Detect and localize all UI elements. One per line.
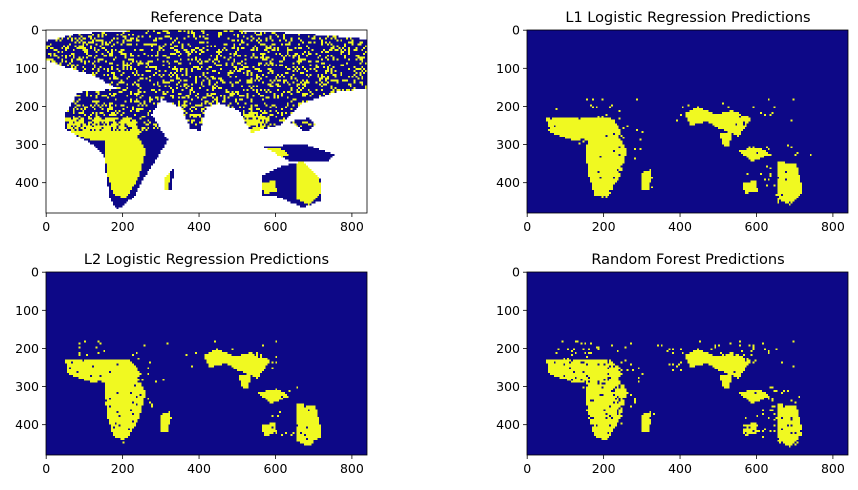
heatmap-raster bbox=[46, 272, 367, 455]
y-tick-label: 300 bbox=[15, 137, 39, 152]
axes-frame bbox=[526, 271, 849, 456]
heatmap-raster bbox=[527, 30, 848, 213]
axes-frame bbox=[45, 29, 368, 214]
subplot-title: Reference Data bbox=[150, 10, 262, 26]
axes: 0 200 400 600 800 0 100 200 300 400 bbox=[496, 265, 849, 476]
x-tick-label: 400 bbox=[668, 461, 692, 476]
x-tick-label: 400 bbox=[668, 219, 692, 234]
y-tick-label: 200 bbox=[496, 99, 520, 114]
axes: 0 200 400 600 800 0 100 200 300 400 bbox=[15, 265, 368, 476]
x-tick-label: 600 bbox=[264, 461, 288, 476]
axes-frame bbox=[526, 29, 849, 214]
y-tick-label: 0 bbox=[31, 23, 39, 38]
x-tick-label: 200 bbox=[111, 219, 135, 234]
y-tick-label: 200 bbox=[15, 341, 39, 356]
subplot-title: L2 Logistic Regression Predictions bbox=[84, 252, 329, 268]
x-tick-label: 800 bbox=[340, 461, 364, 476]
y-tick-label: 300 bbox=[496, 137, 520, 152]
y-tick-label: 300 bbox=[15, 379, 39, 394]
y-tick-label: 400 bbox=[15, 417, 39, 432]
x-tick-label: 600 bbox=[745, 219, 769, 234]
x-tick-label: 200 bbox=[592, 461, 616, 476]
subplot-l1-logistic-regression: L1 Logistic Regression Predictions 0 200 4… bbox=[496, 10, 849, 234]
x-tick-label: 200 bbox=[592, 219, 616, 234]
y-tick-label: 300 bbox=[496, 379, 520, 394]
x-tick-label: 0 bbox=[42, 461, 50, 476]
y-tick-label: 0 bbox=[512, 265, 520, 280]
y-tick-label: 100 bbox=[15, 61, 39, 76]
x-tick-label: 800 bbox=[821, 461, 845, 476]
subplot-title: L1 Logistic Regression Predictions bbox=[565, 10, 810, 26]
y-tick-label: 400 bbox=[496, 417, 520, 432]
y-tick-label: 100 bbox=[496, 303, 520, 318]
subplot-l2-logistic-regression: L2 Logistic Regression Predictions 0 200 4… bbox=[15, 252, 368, 476]
subplot-reference-data: Reference Data 0 200 400 600 800 0 100 200 300 40… bbox=[15, 10, 368, 234]
x-tick-label: 600 bbox=[264, 219, 288, 234]
y-tick-label: 100 bbox=[15, 303, 39, 318]
x-tick-label: 400 bbox=[187, 219, 211, 234]
x-tick-label: 400 bbox=[187, 461, 211, 476]
subplot-random-forest: Random Forest Predictions 0 200 400 600 8000… bbox=[496, 252, 849, 476]
y-tick-label: 400 bbox=[15, 175, 39, 190]
subplot-title: Random Forest Predictions bbox=[591, 252, 784, 268]
heatmap-raster bbox=[527, 272, 848, 455]
y-tick-label: 100 bbox=[496, 61, 520, 76]
x-tick-label: 0 bbox=[523, 461, 531, 476]
axes: 0 200 400 600 800 0 100 200 300 400 bbox=[15, 23, 368, 234]
x-tick-label: 0 bbox=[42, 219, 50, 234]
axes: 0 200 400 600 800 0 100 200 300 400 bbox=[496, 23, 849, 234]
x-tick-label: 800 bbox=[340, 219, 364, 234]
y-tick-label: 400 bbox=[496, 175, 520, 190]
y-tick-label: 200 bbox=[496, 341, 520, 356]
x-tick-label: 200 bbox=[111, 461, 135, 476]
y-tick-label: 0 bbox=[31, 265, 39, 280]
x-tick-label: 600 bbox=[745, 461, 769, 476]
x-tick-label: 800 bbox=[821, 219, 845, 234]
heatmap-raster bbox=[46, 30, 367, 213]
y-tick-label: 200 bbox=[15, 99, 39, 114]
x-tick-label: 0 bbox=[523, 219, 531, 234]
y-tick-label: 0 bbox=[512, 23, 520, 38]
axes-frame bbox=[45, 271, 368, 456]
